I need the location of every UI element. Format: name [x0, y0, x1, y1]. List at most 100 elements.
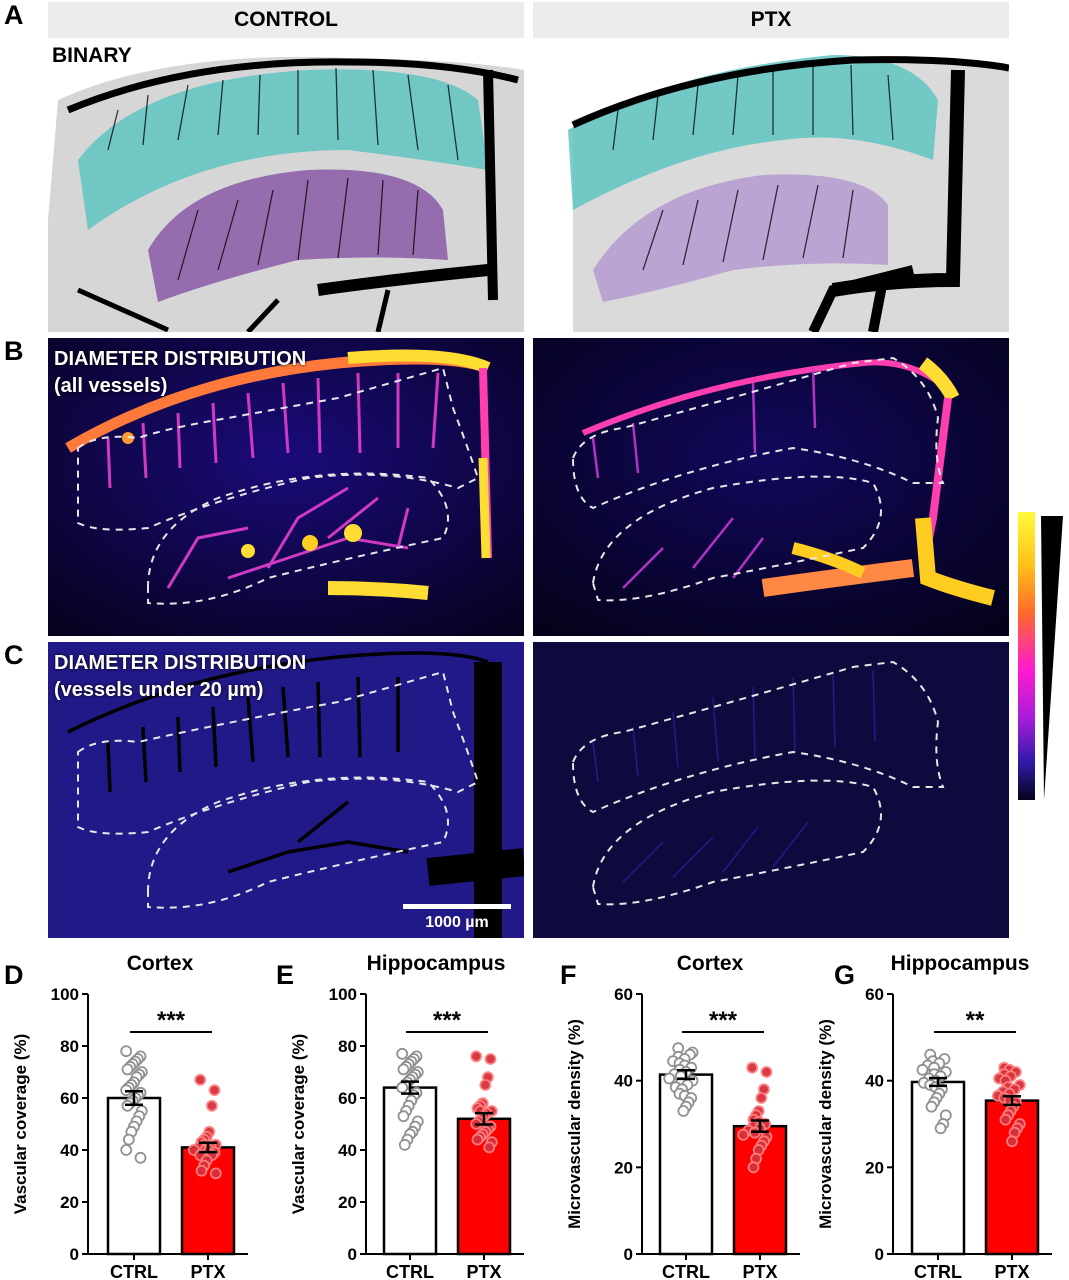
- column-header-ptx: PTX: [533, 2, 1009, 38]
- column-header-control: CONTROL: [48, 2, 524, 38]
- chart-title: Hippocampus: [891, 952, 1030, 975]
- y-tick-label: 80: [338, 1037, 357, 1056]
- x-tick-label: PTX: [466, 1262, 501, 1280]
- panel-letter-g: G: [834, 960, 855, 990]
- data-point: [396, 1047, 409, 1060]
- data-point: [925, 1100, 938, 1113]
- panel-letter-d: D: [4, 960, 24, 990]
- diameter-small-ptx-image: [533, 642, 1009, 938]
- binary-control-image: [48, 40, 524, 332]
- bar-charts: D Cortex Vascular coverage (%) 0 20 40 60 80 100…: [4, 952, 1052, 1280]
- panel-letter-c: C: [4, 640, 24, 670]
- x-tick-label: CTRL: [110, 1262, 158, 1280]
- chart-f: F Cortex Microvascular density (%) 0 20 40 60 C…: [560, 952, 800, 1280]
- hippocampus-roi: [148, 169, 448, 302]
- panel-letter-b: B: [4, 336, 24, 366]
- x-tick-label: PTX: [190, 1262, 225, 1280]
- y-axis-label: Vascular coverage (%): [289, 1034, 308, 1214]
- data-point: [121, 1063, 134, 1076]
- panel-letter-e: E: [276, 960, 294, 990]
- y-tick-label: 40: [60, 1141, 79, 1160]
- x-tick-label: CTRL: [386, 1262, 434, 1280]
- scale-bar: [403, 904, 511, 909]
- significance-label: ***: [157, 1007, 186, 1034]
- significance-label: ***: [433, 1007, 462, 1034]
- y-tick-label: 40: [865, 1072, 884, 1091]
- data-point: [398, 1138, 411, 1151]
- data-point: [396, 1081, 409, 1094]
- panel-c-line2: (vessels under 20 µm): [54, 679, 264, 701]
- y-tick-label: 80: [60, 1037, 79, 1056]
- panel-b-title: DIAMETER DISTRIBUTION (all vessels): [54, 346, 306, 400]
- data-point: [483, 1141, 496, 1154]
- y-tick-label: 60: [338, 1089, 357, 1108]
- data-point: [760, 1066, 773, 1078]
- panel-letter-a: A: [4, 0, 24, 30]
- data-point: [747, 1161, 760, 1174]
- data-point: [746, 1061, 759, 1074]
- panel-letter-f: F: [560, 960, 577, 990]
- data-point: [120, 1144, 133, 1156]
- chart-g: G Hippocampus Microvascular density (%) 0 20…: [816, 952, 1052, 1280]
- panel-c-title: DIAMETER DISTRIBUTION (vessels under 20 …: [54, 650, 306, 704]
- y-tick-label: 0: [624, 1245, 633, 1264]
- chart-e: E Hippocampus Vascular coverage (%) 0 20 40 60…: [276, 952, 524, 1280]
- data-point: [471, 1133, 484, 1146]
- data-point: [120, 1045, 133, 1058]
- data-point: [208, 1084, 221, 1097]
- y-tick-label: 20: [865, 1158, 884, 1177]
- y-tick-label: 100: [329, 985, 357, 1004]
- significance-label: ***: [709, 1007, 738, 1034]
- panel-b-line2: (all vessels): [54, 375, 168, 397]
- diameter-all-ptx-image: [533, 338, 1009, 636]
- data-point: [677, 1105, 690, 1117]
- y-tick-label: 60: [60, 1089, 79, 1108]
- y-tick-label: 100: [51, 985, 79, 1004]
- chart-title: Hippocampus: [367, 952, 506, 975]
- data-point: [479, 1079, 492, 1091]
- cortex-roi: [78, 69, 488, 230]
- x-tick-label: CTRL: [662, 1262, 710, 1280]
- binary-label: BINARY: [52, 44, 132, 67]
- diameter-small-control-image: [48, 642, 524, 938]
- data-point: [397, 1110, 410, 1123]
- bar-ctrl: [910, 1080, 966, 1256]
- data-point: [470, 1050, 483, 1063]
- y-tick-label: 0: [875, 1245, 884, 1264]
- x-tick-label: CTRL: [914, 1262, 962, 1280]
- data-point: [916, 1063, 929, 1076]
- data-point: [1006, 1135, 1018, 1148]
- data-point: [397, 1063, 410, 1076]
- chart-title: Cortex: [677, 952, 744, 975]
- bar-ptx: [984, 1099, 1040, 1256]
- data-point: [999, 1113, 1012, 1126]
- panel-c-line1: DIAMETER DISTRIBUTION: [54, 652, 307, 674]
- data-point: [195, 1164, 208, 1177]
- y-tick-label: 40: [338, 1141, 357, 1160]
- panel-b-line1: DIAMETER DISTRIBUTION: [54, 348, 307, 370]
- binary-ptx-image: [533, 40, 1009, 332]
- y-tick-label: 60: [865, 985, 884, 1004]
- data-point: [122, 1133, 135, 1146]
- data-point: [737, 1128, 750, 1141]
- y-tick-label: 20: [614, 1158, 633, 1177]
- scale-bar-label: 1000 µm: [425, 914, 489, 931]
- significance-label: **: [966, 1007, 985, 1034]
- chart-d: D Cortex Vascular coverage (%) 0 20 40 60 80 100…: [4, 952, 248, 1280]
- data-point: [663, 1072, 676, 1085]
- data-point: [194, 1073, 207, 1086]
- x-tick-label: PTX: [994, 1262, 1029, 1280]
- x-tick-label: PTX: [742, 1262, 777, 1280]
- colorbar: [1013, 510, 1069, 802]
- y-tick-label: 20: [338, 1193, 357, 1212]
- data-point: [484, 1053, 497, 1065]
- data-point: [934, 1122, 947, 1135]
- y-tick-label: 60: [614, 985, 633, 1004]
- diameter-all-control-image: [48, 338, 524, 636]
- y-tick-label: 20: [60, 1193, 79, 1212]
- data-point: [755, 1092, 768, 1104]
- y-tick-label: 0: [348, 1245, 357, 1264]
- y-tick-label: 0: [70, 1245, 79, 1264]
- data-point: [205, 1099, 218, 1112]
- data-point: [209, 1167, 222, 1180]
